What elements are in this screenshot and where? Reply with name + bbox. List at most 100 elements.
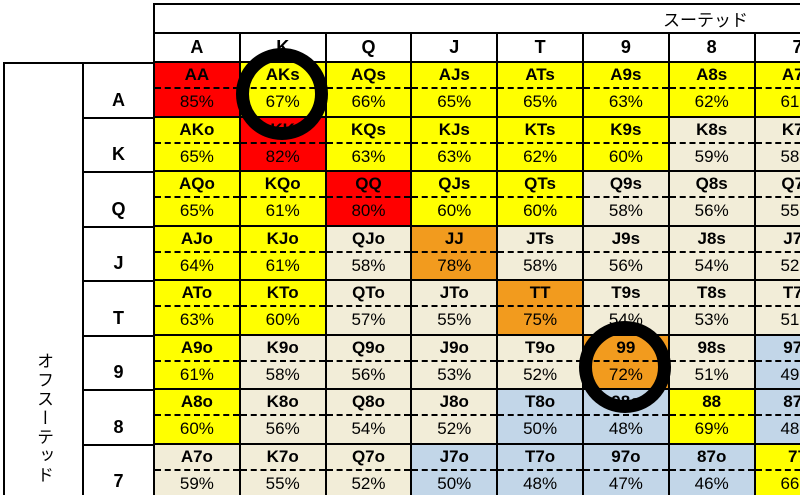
win-rate-Q7s: 55% — [780, 201, 800, 221]
win-rate-AJs: 65% — [437, 92, 472, 112]
cell-K7s: K7s58% — [755, 117, 800, 170]
win-rate-KQs: 63% — [351, 146, 386, 166]
win-rate-KJo: 61% — [265, 255, 300, 275]
grid-row-K: AKo 65% KK 82% KQs 63% KJs 63% KTs 62% K9s 60% K8s 59… — [155, 117, 800, 172]
cell-87o: 87o 46% — [669, 444, 756, 495]
win-rate-ATs: 65% — [523, 92, 558, 112]
win-rate-T9o: 52% — [523, 364, 558, 384]
hand-label-AKs: AKs — [240, 63, 325, 90]
cell-QJo: QJo 58% — [326, 226, 413, 279]
cell-JJ: JJ 78% — [412, 226, 499, 279]
hand-label-ATs: ATs — [498, 63, 582, 90]
column-header-9: 9 — [584, 34, 670, 61]
hand-label-Q7o: Q7o — [326, 445, 411, 471]
cell-77: 7766% — [755, 444, 800, 495]
suited-band: スーテッド — [155, 5, 800, 34]
win-rate-QJo: 58% — [351, 255, 386, 275]
hand-label-87s: 87s — [755, 390, 800, 417]
hand-label-77: 77 — [755, 445, 800, 471]
cell-Q9o: Q9o 56% — [326, 335, 413, 388]
win-rate-QJs: 60% — [437, 201, 472, 221]
hand-label-J9s: J9s — [583, 227, 668, 253]
hand-label-Q8s: Q8s — [669, 172, 754, 199]
win-rate-J8s: 54% — [694, 255, 729, 275]
win-rate-T9s: 54% — [608, 310, 643, 330]
hand-label-KQs: KQs — [326, 118, 411, 144]
win-rate-J9o: 53% — [437, 364, 472, 384]
column-header-J: J — [412, 34, 499, 61]
win-rate-Q7o: 52% — [351, 473, 386, 493]
cell-ATo: ATo 63% — [155, 281, 241, 334]
grid-row-A: AA 85% AKs 67% AQs 66% AJs 65% ATs 65% A9s 63% A8s 62… — [155, 63, 800, 118]
win-rate-KTs: 62% — [523, 146, 558, 166]
win-rate-Q8o: 54% — [351, 419, 386, 439]
cell-K9o: K9o 58% — [240, 335, 327, 388]
cell-A7o: A7o 59% — [155, 444, 241, 495]
hand-label-AKo: AKo — [155, 118, 239, 144]
cell-AKs: AKs 67% — [240, 63, 327, 116]
cell-AJs: AJs 65% — [412, 63, 499, 116]
win-rate-K9o: 58% — [265, 364, 300, 384]
cell-J9s: J9s 56% — [583, 226, 670, 279]
cell-AJo: AJo 64% — [155, 226, 241, 279]
win-rate-97o: 47% — [608, 473, 643, 493]
hand-label-97s: 97s — [755, 336, 800, 362]
hand-label-T9o: T9o — [498, 336, 582, 362]
cell-AA: AA 85% — [155, 63, 241, 116]
cell-TT: TT 75% — [498, 281, 584, 334]
hand-label-QJs: QJs — [412, 172, 497, 199]
cell-87s: 87s48% — [755, 390, 800, 443]
hand-label-J7o: J7o — [412, 445, 497, 471]
hand-label-QTo: QTo — [326, 281, 411, 308]
hand-label-98s: 98s — [669, 336, 754, 362]
win-rate-KJs: 63% — [437, 146, 472, 166]
hand-label-KJs: KJs — [412, 118, 497, 144]
win-rate-KK: 82% — [265, 146, 300, 166]
column-header-7: 7 — [756, 34, 800, 61]
offsuited-column: オフスーテッド — [5, 64, 84, 495]
cell-T9o: T9o 52% — [498, 335, 584, 388]
hand-label-Q9o: Q9o — [326, 336, 411, 362]
hand-label-KJo: KJo — [240, 227, 325, 253]
cell-T7s: T7s51% — [755, 281, 800, 334]
win-rate-T8s: 53% — [694, 310, 729, 330]
cell-T8o: T8o 50% — [498, 390, 584, 443]
cell-Q8s: Q8s 56% — [669, 172, 756, 225]
hand-label-Q9s: Q9s — [583, 172, 668, 199]
hand-label-AJs: AJs — [412, 63, 497, 90]
hand-label-98o: 98o — [583, 390, 668, 417]
column-header-Q: Q — [327, 34, 413, 61]
cell-97s: 97s49% — [755, 335, 800, 388]
win-rate-A9s: 63% — [608, 92, 643, 112]
cell-Q8o: Q8o 54% — [326, 390, 413, 443]
cell-KK: KK 82% — [240, 117, 327, 170]
win-rate-T8o: 50% — [523, 419, 558, 439]
hand-label-K9s: K9s — [583, 118, 668, 144]
win-rate-AKo: 65% — [179, 146, 214, 166]
cell-K8o: K8o 56% — [240, 390, 327, 443]
hand-label-K8o: K8o — [240, 390, 325, 417]
grid-row-9: A9o 61% K9o 58% Q9o 56% J9o 53% T9o 52% 99 72% 98s 51… — [155, 335, 800, 390]
hand-label-A8o: A8o — [155, 390, 239, 417]
cell-AQo: AQo 65% — [155, 172, 241, 225]
hand-label-JTo: JTo — [412, 281, 497, 308]
cell-Q7o: Q7o 52% — [326, 444, 413, 495]
cell-J8o: J8o 52% — [412, 390, 499, 443]
win-rate-AQo: 65% — [179, 201, 214, 221]
grid-row-T: ATo 63% KTo 60% QTo 57% JTo 55% TT 75% T9s 54% T8s 53… — [155, 281, 800, 336]
cell-AQs: AQs 66% — [326, 63, 413, 116]
hand-label-K9o: K9o — [240, 336, 325, 362]
hand-label-88: 88 — [669, 390, 754, 417]
win-rate-JTs: 58% — [523, 255, 558, 275]
win-rate-AA: 85% — [179, 92, 214, 112]
column-header-T: T — [498, 34, 584, 61]
win-rate-99: 72% — [608, 364, 643, 384]
hand-label-T8s: T8s — [669, 281, 754, 308]
cell-KQo: KQo 61% — [240, 172, 327, 225]
win-rate-A7o: 59% — [179, 473, 214, 493]
win-rate-J7o: 50% — [437, 473, 472, 493]
cell-T8s: T8s 53% — [669, 281, 756, 334]
win-rate-ATo: 63% — [179, 310, 214, 330]
win-rate-98s: 51% — [694, 364, 729, 384]
